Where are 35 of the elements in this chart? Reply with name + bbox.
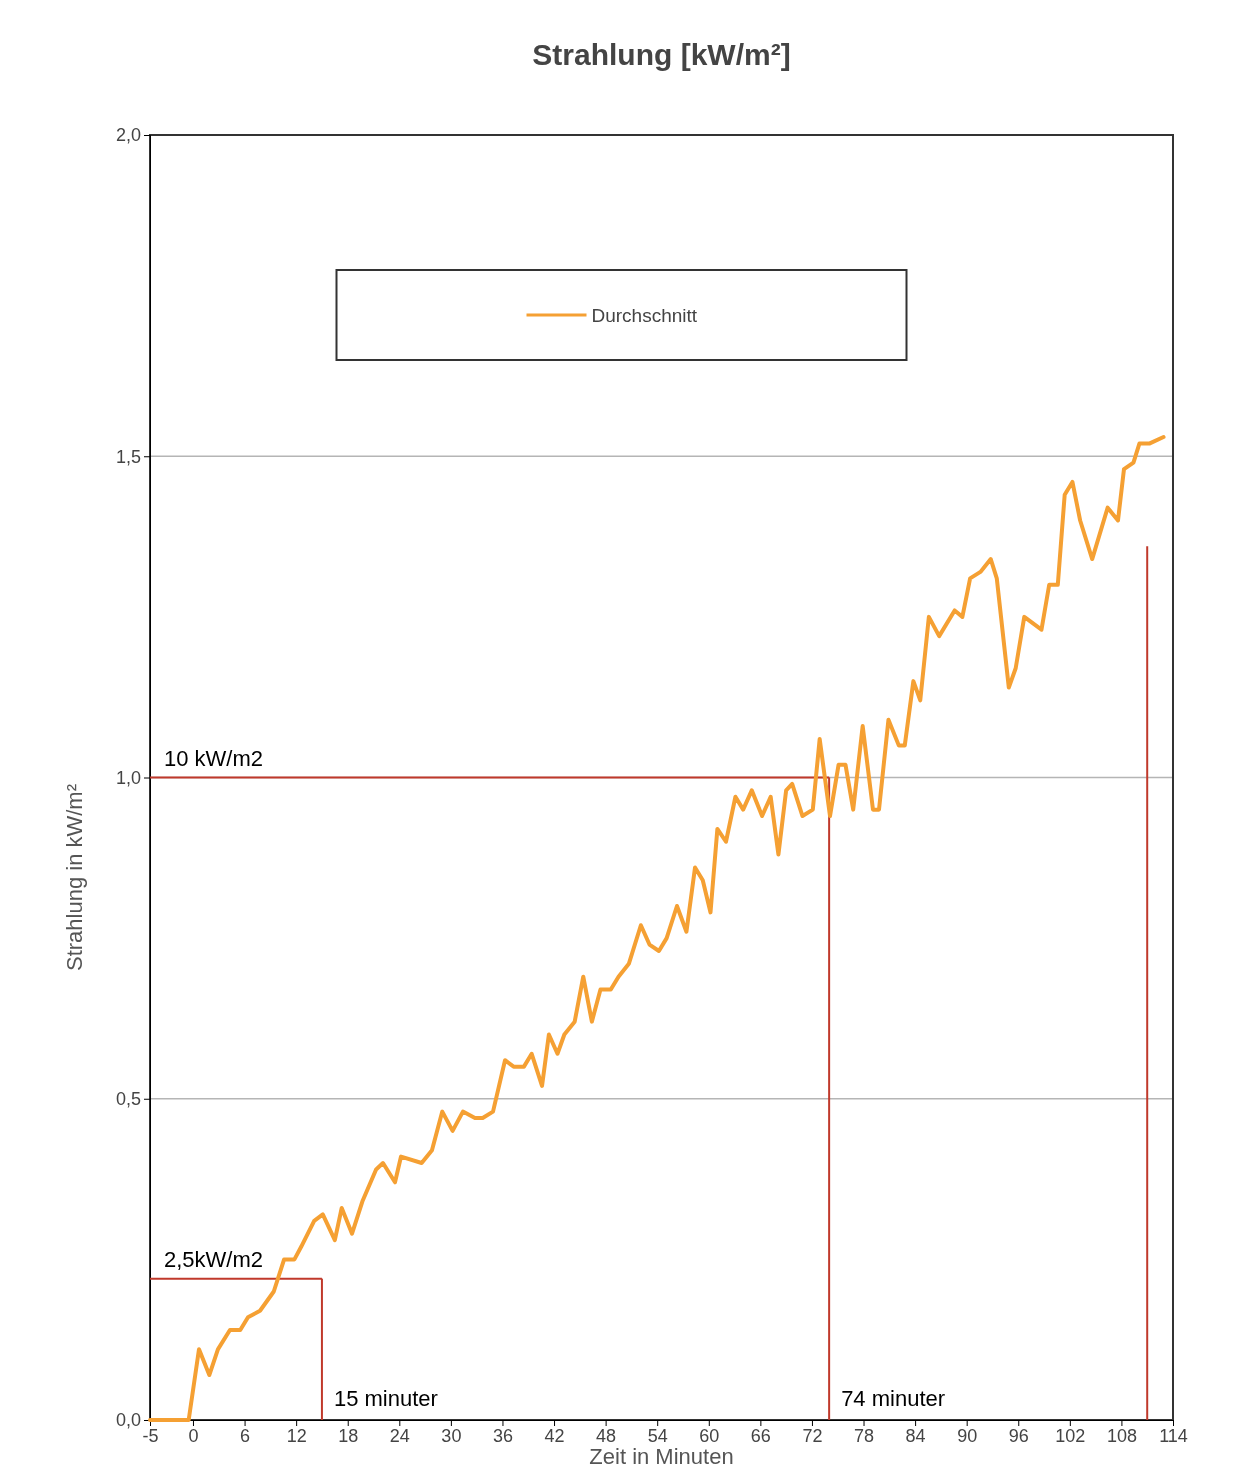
- line-series: [148, 434, 1166, 1422]
- x-tick-label: 18: [338, 1425, 359, 1446]
- x-tick-label: 60: [699, 1425, 720, 1446]
- x-tick-label: 6: [240, 1425, 251, 1446]
- x-tick-label: 90: [957, 1425, 978, 1446]
- chart-title: Strahlung [kW/m²]: [532, 38, 791, 71]
- ref-line-label: 2,5kW/m2: [164, 1246, 264, 1272]
- legend-label: Durchschnitt: [591, 305, 698, 326]
- x-tick-label: 12: [286, 1425, 307, 1446]
- ref-line-label: 74 minuter: [841, 1386, 946, 1411]
- x-tick-label: 0: [188, 1425, 199, 1446]
- x-tick-label: 96: [1008, 1425, 1029, 1446]
- x-tick-label: 78: [854, 1425, 875, 1446]
- y-tick-label: 2,0: [115, 125, 141, 146]
- x-tick-label: 54: [647, 1425, 668, 1446]
- x-tick-label: 108: [1106, 1425, 1137, 1446]
- x-tick-label: 36: [492, 1425, 513, 1446]
- x-axis-title: Zeit in Minuten: [589, 1444, 734, 1469]
- x-tick-label: 102: [1055, 1425, 1086, 1446]
- y-tick-label: 0,0: [115, 1410, 141, 1431]
- ref-line-label: 10 kW/m2: [164, 745, 264, 771]
- x-tick-label: 66: [750, 1425, 771, 1446]
- x-tick-label: 48: [596, 1425, 617, 1446]
- x-tick-label: 72: [802, 1425, 823, 1446]
- x-tick-label: 24: [389, 1425, 410, 1446]
- y-axis-title: Strahlung in kW/m²: [62, 783, 87, 972]
- y-tick-label: 1,5: [115, 446, 141, 467]
- x-tick-label: 30: [441, 1425, 462, 1446]
- x-tick-label: 84: [905, 1425, 926, 1446]
- x-tick-label: -5: [142, 1425, 159, 1446]
- y-tick-label: 0,5: [115, 1089, 141, 1110]
- y-tick-label: 1,0: [115, 767, 141, 788]
- x-tick-label: 42: [544, 1425, 565, 1446]
- ref-line-label: 15 minuter: [333, 1386, 438, 1411]
- x-tick-label: 114: [1159, 1425, 1188, 1446]
